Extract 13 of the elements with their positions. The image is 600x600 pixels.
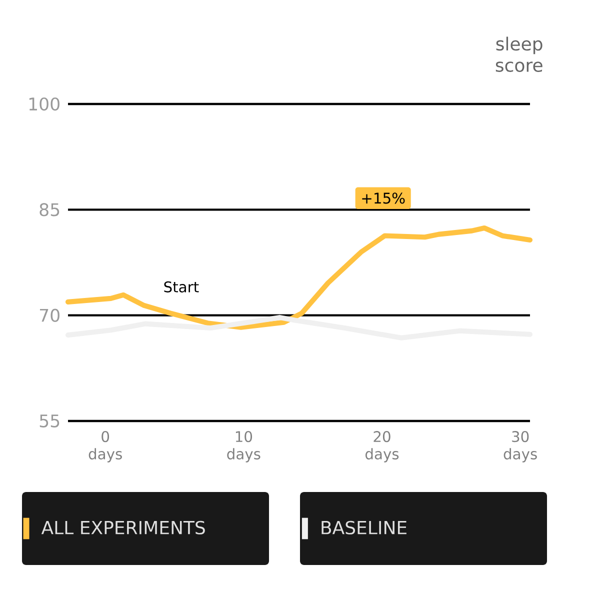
annotation: Start (164, 281, 199, 292)
legend-label: BASELINE (322, 520, 406, 534)
y-axis-title: sleep score (496, 36, 542, 72)
y-tick-label: 55 (40, 414, 60, 428)
x-tick-label: 0 days (88, 431, 122, 462)
x-tick-label: 30 days (504, 431, 537, 462)
annotation: +15% (362, 192, 405, 204)
legend-label: ALL EXPERIMENTS (41, 520, 205, 534)
x-tick-label: 10 days (227, 431, 260, 462)
y-tick-label: 100 (29, 97, 60, 111)
y-tick-label: 85 (40, 203, 60, 216)
y-tick-label: 70 (40, 308, 60, 322)
x-tick-label: 20 days (366, 431, 399, 462)
